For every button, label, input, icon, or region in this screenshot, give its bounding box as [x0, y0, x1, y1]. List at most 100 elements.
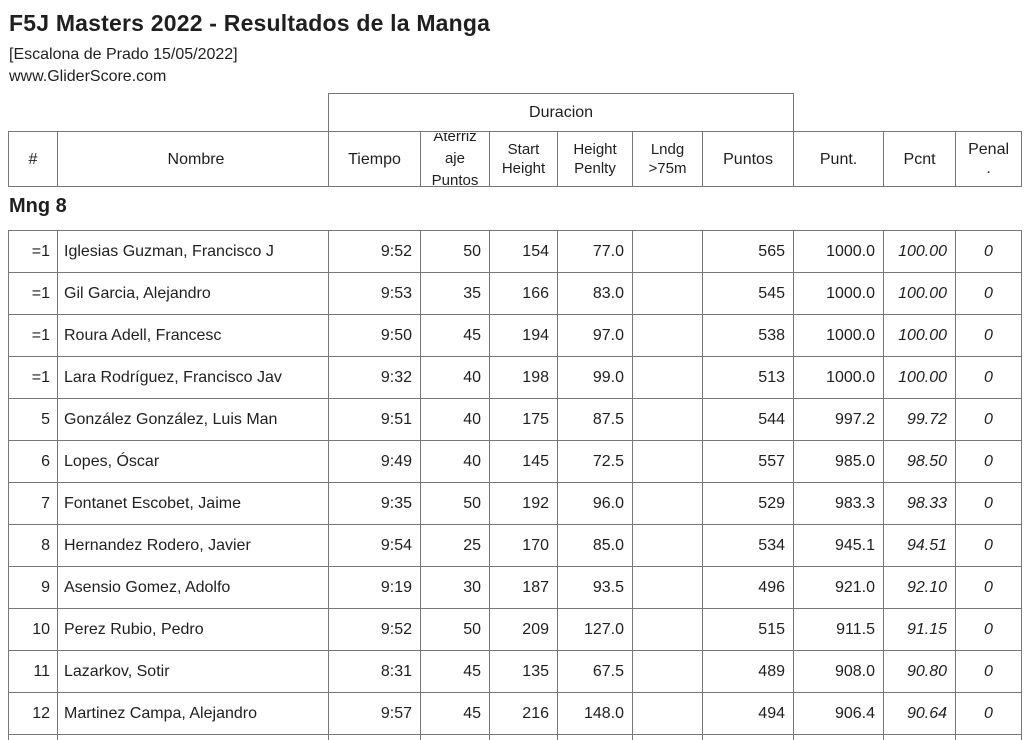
cell-aterrizaje: 45	[420, 650, 490, 693]
cell-height-penalty: 87.5	[557, 398, 633, 441]
cell-punt: 945.1	[793, 524, 884, 567]
cell-pcnt: 100.00	[883, 356, 956, 399]
cell-tiempo: 9:53	[328, 272, 421, 315]
cell-puntos: 515	[702, 608, 794, 651]
cell-lndg	[632, 440, 703, 483]
cell-puntos: 565	[702, 230, 794, 273]
cell-punt: 1000.0	[793, 230, 884, 273]
cell-aterrizaje: 45	[420, 692, 490, 735]
cell-rank: 9	[8, 566, 58, 609]
cell-rank: 12	[8, 692, 58, 735]
cell-pcnt: 100.00	[883, 314, 956, 357]
cell-pcnt: 94.51	[883, 524, 956, 567]
cell-pcnt: 98.50	[883, 440, 956, 483]
group-header-row: Duracion	[9, 93, 1022, 132]
cell-start-height: 198	[489, 356, 558, 399]
cell-tiempo: 9:49	[328, 440, 421, 483]
cell-name: Lopes, Óscar	[57, 440, 329, 483]
col-header-punt: Punt.	[793, 131, 885, 187]
cell-punt: 921.0	[793, 566, 884, 609]
cell-name: Asensio Gomez, Adolfo	[57, 566, 329, 609]
cell-height-penalty: 127.0	[557, 608, 633, 651]
cell-rank: 5	[8, 398, 58, 441]
cell-name: Gil Garcia, Alejandro	[57, 272, 329, 315]
cell-punt: 908.0	[793, 650, 884, 693]
cell-punt: 906.4	[793, 692, 884, 735]
cell-start-height: 216	[489, 692, 558, 735]
cell-aterrizaje: 50	[420, 230, 490, 273]
table-row: 9 Asensio Gomez, Adolfo 9:19 30 187 93.5…	[8, 566, 1022, 609]
cell-aterrizaje: 40	[420, 398, 490, 441]
table-row: 11 Lazarkov, Sotir 8:31 45 135 67.5 489 …	[8, 650, 1022, 693]
cell-penal: 0	[955, 566, 1022, 609]
cell-rank: 11	[8, 650, 58, 693]
cell-tiempo: 9:52	[328, 230, 421, 273]
cell-aterrizaje: 25	[420, 524, 490, 567]
event-location-date: [Escalona de Prado 15/05/2022]	[9, 46, 238, 63]
cell-name: Martinez Campa, Alejandro	[57, 692, 329, 735]
col-header-aterrizaje-label: Aterriz aje Puntos	[431, 132, 479, 186]
cell-pcnt: 92.10	[883, 566, 956, 609]
cell-aterrizaje: 50	[420, 482, 490, 525]
cell-puntos: 557	[702, 440, 794, 483]
cell-punt: 1000.0	[793, 272, 884, 315]
cell-punt: 985.0	[793, 440, 884, 483]
col-header-height-penalty: Height Penlty	[557, 131, 633, 187]
cell-rank: 6	[8, 440, 58, 483]
cell-start-height: 209	[489, 608, 558, 651]
cell-punt: 1000.0	[793, 314, 884, 357]
cell-punt: 1000.0	[793, 356, 884, 399]
table-row: =1 Lara Rodríguez, Francisco Jav 9:32 40…	[8, 356, 1022, 399]
cell-penal: 0	[955, 314, 1022, 357]
cell-lndg	[632, 230, 703, 273]
cell-lndg	[632, 524, 703, 567]
cell-tiempo: 9:52	[328, 608, 421, 651]
cell-height-penalty: 85.0	[557, 524, 633, 567]
cell-rank: =1	[8, 272, 58, 315]
cell-name: González González, Luis Man	[57, 398, 329, 441]
col-header-start-height: Start Height	[489, 131, 558, 187]
cell-pcnt: 99.72	[883, 398, 956, 441]
cell-puntos: 513	[702, 356, 794, 399]
cell-puntos: 489	[702, 650, 794, 693]
cell-punt: 997.2	[793, 398, 884, 441]
cell-height-penalty: 99.0	[557, 356, 633, 399]
col-header-name: Nombre	[57, 131, 329, 187]
cell-name: Lara Rodríguez, Francisco Jav	[57, 356, 329, 399]
cell-pcnt: 90.64	[883, 692, 956, 735]
cell-aterrizaje: 30	[420, 566, 490, 609]
cell-name: Hernandez Rodero, Javier	[57, 524, 329, 567]
cell-punt: 983.3	[793, 482, 884, 525]
cell-tiempo: 9:35	[328, 482, 421, 525]
table-row-partial	[8, 734, 1022, 740]
table-row: 8 Hernandez Rodero, Javier 9:54 25 170 8…	[8, 524, 1022, 567]
col-header-puntos: Puntos	[701, 131, 795, 187]
cell-height-penalty: 83.0	[557, 272, 633, 315]
cell-puntos: 538	[702, 314, 794, 357]
page-title: F5J Masters 2022 - Resultados de la Mang…	[9, 10, 491, 36]
column-header-row: # Nombre Tiempo Aterriz aje Puntos Start…	[8, 131, 1023, 187]
cell-puntos: 529	[702, 482, 794, 525]
cell-lndg	[632, 398, 703, 441]
col-header-pcnt: Pcnt	[883, 131, 957, 187]
col-header-tiempo: Tiempo	[328, 131, 421, 187]
table-row: 7 Fontanet Escobet, Jaime 9:35 50 192 96…	[8, 482, 1022, 525]
cell-lndg	[632, 314, 703, 357]
cell-pcnt: 91.15	[883, 608, 956, 651]
col-header-aterrizaje: Aterriz aje Puntos	[420, 131, 490, 187]
cell-puntos: 494	[702, 692, 794, 735]
results-table: =1 Iglesias Guzman, Francisco J 9:52 50 …	[8, 230, 1022, 740]
cell-start-height: 192	[489, 482, 558, 525]
cell-rank: 8	[8, 524, 58, 567]
cell-name: Iglesias Guzman, Francisco J	[57, 230, 329, 273]
cell-height-penalty: 96.0	[557, 482, 633, 525]
cell-penal: 0	[955, 398, 1022, 441]
group-header-spacer-left	[9, 94, 329, 132]
cell-penal: 0	[955, 440, 1022, 483]
cell-puntos: 534	[702, 524, 794, 567]
cell-tiempo: 9:51	[328, 398, 421, 441]
cell-aterrizaje: 50	[420, 608, 490, 651]
cell-lndg	[632, 608, 703, 651]
cell-puntos: 544	[702, 398, 794, 441]
table-row: =1 Iglesias Guzman, Francisco J 9:52 50 …	[8, 230, 1022, 273]
